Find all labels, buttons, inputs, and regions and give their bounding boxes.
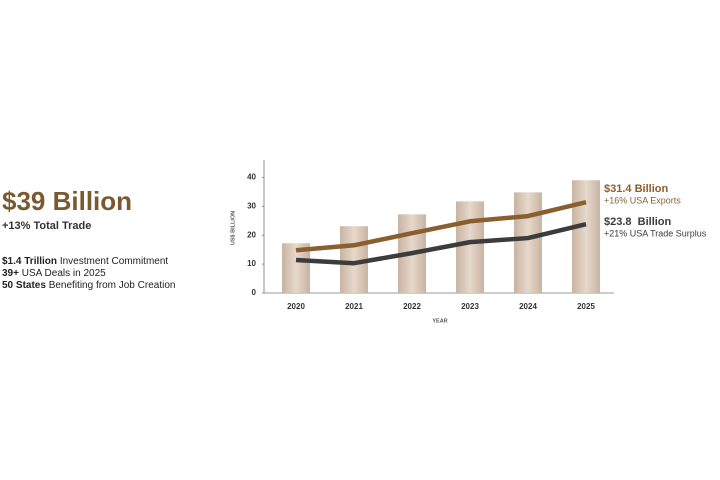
annotation-title: $31.4 Billion (604, 183, 668, 195)
headline-subtitle: +13% Total Trade (2, 220, 92, 232)
highlight: $1.4 Trillion Investment Commitment (2, 256, 168, 267)
y-tick-label: 20 (247, 230, 256, 239)
x-tick-label: 2020 (287, 302, 305, 311)
x-tick-label: 2021 (345, 302, 363, 311)
x-axis-label: YEAR (432, 318, 447, 324)
highlight: 50 States Benefiting from Job Creation (2, 280, 175, 291)
line (295, 200, 587, 253)
bar (572, 180, 600, 293)
y-tick-label: 0 (252, 288, 257, 297)
highlight-text: Investment Commitment (59, 256, 169, 267)
x-tick-label: 2022 (403, 302, 421, 311)
headline-title: $39 Billion (2, 186, 133, 216)
y-tick-label: 10 (247, 259, 256, 268)
annotation-title: $23.8 Billion (604, 216, 672, 228)
highlight: 39+ USA Deals in 2025 (2, 268, 106, 279)
annotation-subtitle: +16% USA Exports (604, 195, 681, 205)
x-tick-label: 2024 (519, 302, 537, 311)
x-tick-label: 2025 (577, 302, 595, 311)
line (295, 221, 587, 266)
highlight-bold: $1.4 Trillion (2, 256, 58, 267)
highlight-bold: 39+ (2, 268, 19, 279)
highlight-text: Benefiting from Job Creation (48, 280, 176, 291)
highlight-text: USA Deals in 2025 (21, 268, 106, 279)
y-axis-label: US$ BILLION (230, 211, 236, 245)
bar (456, 201, 484, 293)
x-tick-label: 2023 (461, 302, 479, 311)
annotation-subtitle: +21% USA Trade Surplus (604, 228, 707, 238)
y-tick-label: 40 (247, 172, 256, 181)
bar (514, 192, 542, 293)
highlight-bold: 50 States (2, 280, 46, 291)
y-tick-label: 30 (247, 201, 256, 210)
